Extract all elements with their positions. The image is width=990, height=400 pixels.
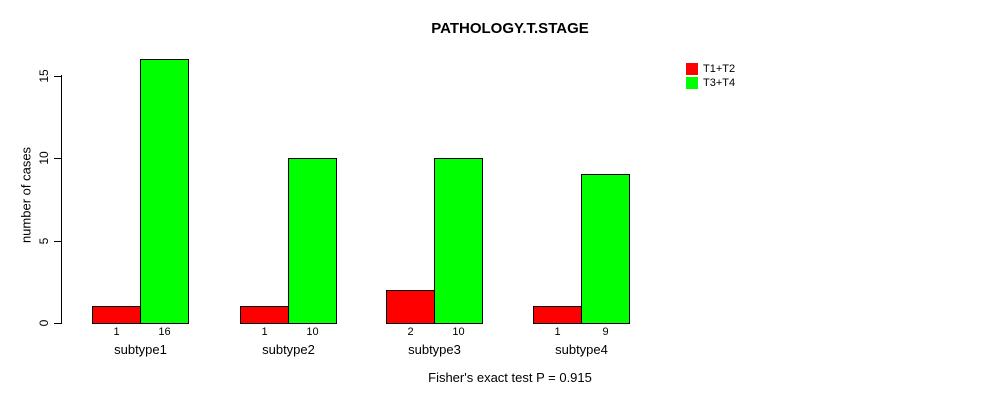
bar-value-label: 1 — [261, 326, 268, 338]
bar-value-label: 1 — [113, 326, 120, 338]
bar-t3-t4-subtype4 — [581, 174, 630, 324]
legend-label: T1+T2 — [703, 63, 736, 75]
x-category-label: subtype2 — [262, 342, 315, 357]
bar-value-label: 2 — [407, 326, 414, 338]
y-tick-label: 15 — [37, 69, 51, 83]
bar-value-label: 10 — [452, 326, 465, 338]
x-category-label: subtype3 — [408, 342, 461, 357]
bar-t3-t4-subtype1 — [140, 59, 189, 324]
y-tick-label: 5 — [37, 237, 51, 245]
chart-title: PATHOLOGY.T.STAGE — [431, 20, 589, 37]
y-axis-tick — [54, 323, 61, 324]
y-axis-line — [61, 75, 62, 324]
bar-t3-t4-subtype3 — [434, 158, 483, 324]
y-tick-label: 0 — [37, 319, 51, 327]
y-tick-label: 10 — [37, 151, 51, 165]
bar-t1-t2-subtype2 — [240, 306, 289, 324]
bar-value-label: 16 — [158, 326, 171, 338]
stat-annotation: Fisher's exact test P = 0.915 — [428, 370, 592, 385]
legend-swatch-t3-t4 — [686, 77, 698, 89]
legend-swatch-t1-t2 — [686, 63, 698, 75]
bar-value-label: 9 — [602, 326, 609, 338]
bar-value-label: 1 — [554, 326, 561, 338]
x-category-label: subtype1 — [114, 342, 167, 357]
y-axis-tick — [54, 158, 61, 159]
bar-t3-t4-subtype2 — [288, 158, 337, 324]
y-axis-tick — [54, 76, 61, 77]
bar-t1-t2-subtype3 — [386, 290, 435, 324]
bar-t1-t2-subtype4 — [533, 306, 582, 324]
bar-t1-t2-subtype1 — [92, 306, 141, 324]
y-axis-tick — [54, 241, 61, 242]
x-category-label: subtype4 — [555, 342, 608, 357]
bar-value-label: 10 — [306, 326, 319, 338]
legend-label: T3+T4 — [703, 77, 736, 89]
